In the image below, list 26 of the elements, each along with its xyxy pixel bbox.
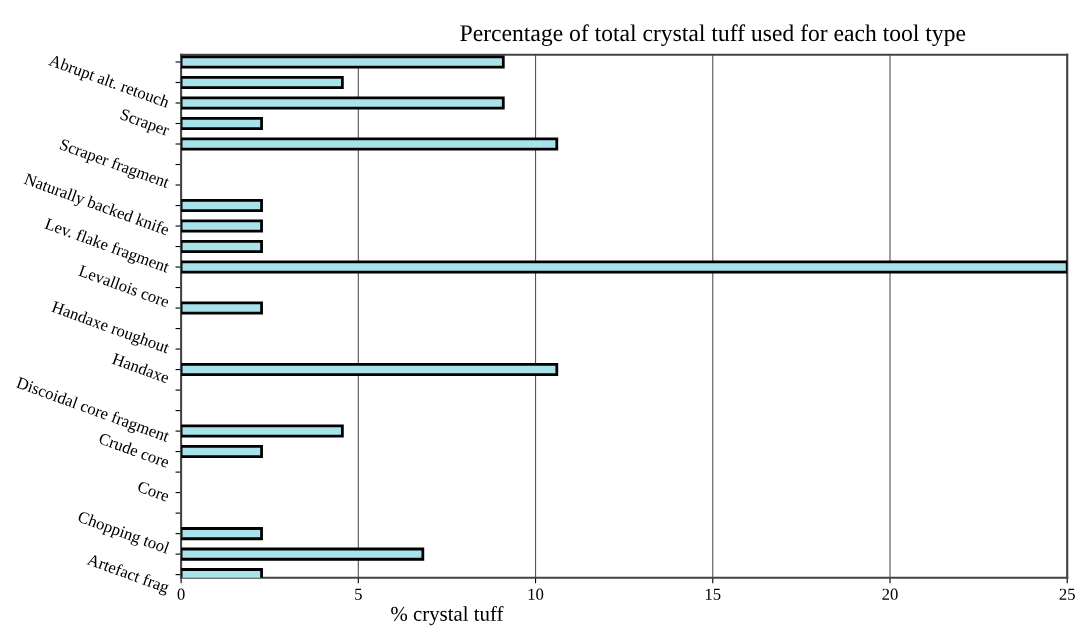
bar (181, 116, 263, 131)
x-tick-label: 15 (705, 588, 721, 600)
bar (181, 137, 559, 151)
bar (181, 219, 263, 233)
bar (181, 240, 263, 254)
bar (181, 363, 559, 377)
bar (181, 96, 505, 110)
bar (181, 301, 263, 315)
chart-title: Percentage of total crystal tuff used for each tool type (460, 24, 966, 47)
bar (181, 445, 263, 459)
y-tick-label: Scraper (118, 108, 171, 140)
x-tick-label: 0 (177, 588, 185, 600)
x-tick-label: 5 (355, 588, 362, 600)
bar (181, 199, 263, 213)
x-axis-title: % crystal tuff (391, 606, 504, 626)
x-tick-label: 25 (1059, 588, 1075, 600)
y-tick-label: Abrupt alt. retouch (48, 54, 171, 108)
bar (181, 75, 344, 90)
x-tick-label: 20 (882, 588, 898, 600)
bar (181, 424, 344, 438)
bar (181, 547, 425, 561)
bar (181, 527, 263, 541)
bar (181, 260, 1068, 274)
y-tick-label: Core (136, 480, 170, 502)
x-tick-label: 10 (528, 588, 544, 600)
bar (181, 55, 505, 69)
